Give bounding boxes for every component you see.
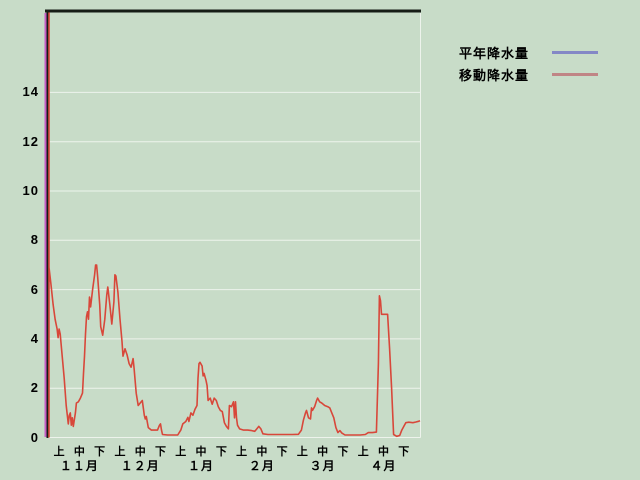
x-tick-label-period-2: 下 (94, 446, 106, 458)
x-tick-label-period-14: 下 (337, 446, 349, 458)
x-tick-label-period-8: 下 (215, 446, 227, 458)
x-tick-label-period-12: 上 (296, 446, 308, 458)
y-tick-label-6: 6 (30, 281, 39, 297)
x-tick-label-period-11: 下 (276, 446, 288, 458)
x-tick-label-period-4: 中 (134, 446, 146, 458)
x-month-label-4: ２月 (248, 459, 275, 473)
x-tick-label-period-0: 上 (53, 446, 65, 458)
x-tick-label-period-6: 上 (175, 446, 187, 458)
y-tick-label-2: 2 (30, 380, 39, 396)
legend-label-moving-precipitation: 移動降水量 (459, 68, 530, 83)
y-tick-label-4: 4 (30, 330, 39, 346)
x-tick-label-period-9: 上 (236, 446, 248, 458)
x-month-label-5: ３月 (309, 459, 336, 473)
legend-item-moving-precipitation: 移動降水量 (459, 67, 598, 83)
x-tick-label-period-17: 下 (398, 446, 410, 458)
x-tick-label-period-16: 中 (378, 446, 389, 458)
y-tick-label-14: 14 (22, 84, 39, 100)
x-tick-label-period-7: 中 (195, 446, 207, 458)
y-tick-label-12: 12 (22, 133, 39, 149)
legend-line-sample-normal-icon (552, 51, 598, 54)
x-tick-label-period-3: 上 (114, 446, 126, 458)
x-month-label-1: １１月 (59, 459, 99, 473)
x-tick-label-period-1: 中 (73, 446, 85, 458)
y-tick-label-10: 10 (22, 183, 39, 198)
x-month-label-2: １２月 (120, 459, 160, 473)
legend-line-sample-moving-icon (552, 73, 598, 76)
y-tick-label-8: 8 (30, 232, 39, 248)
legend-label-normal-precipitation: 平年降水量 (459, 46, 530, 61)
moving-precipitation-line (48, 12, 421, 438)
x-tick-label-period-13: 中 (317, 446, 329, 458)
x-tick-label-period-5: 下 (155, 446, 166, 458)
x-month-label-3: １月 (188, 459, 215, 473)
y-tick-label-0: 0 (30, 429, 39, 445)
x-tick-label-period-10: 中 (256, 446, 268, 458)
x-month-label-6: ４月 (370, 459, 397, 473)
legend-item-normal-precipitation: 平年降水量 (459, 45, 598, 61)
x-tick-label-period-15: 上 (357, 446, 369, 458)
